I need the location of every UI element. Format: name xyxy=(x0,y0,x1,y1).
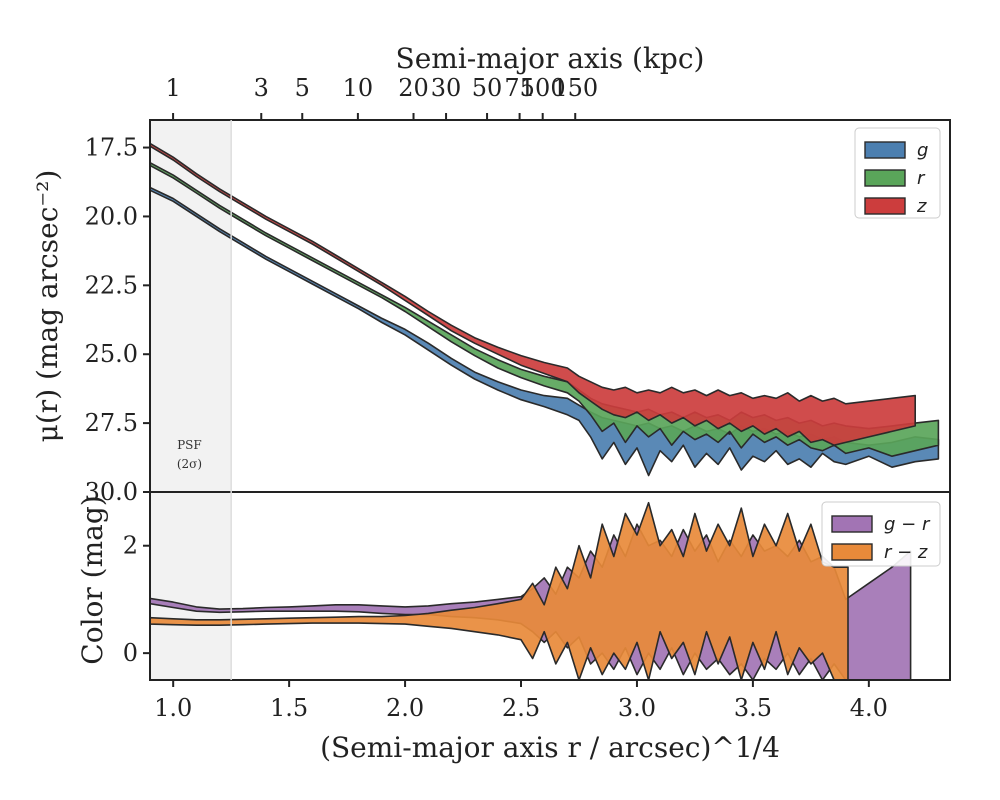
y-tick-label: 20.0 xyxy=(85,202,138,230)
legend-label: r xyxy=(917,168,926,189)
y-axis-title: μ(r) (mag arcsec⁻²) xyxy=(31,170,64,443)
top-x-tick-label: 30 xyxy=(431,74,462,102)
top-x-tick-label: 10 xyxy=(343,74,374,102)
y-tick-label: 30.0 xyxy=(85,478,138,506)
x-tick-label: 2.0 xyxy=(386,694,424,722)
y-tick-label: 25.0 xyxy=(85,340,138,368)
x-axis-title: (Semi-major axis r / arcsec)^1/4 xyxy=(320,731,780,764)
legend-label: z xyxy=(916,196,927,217)
surface-brightness-panel: PSF (2σ) 17.5 20.0 22.5 25.0 27.5 30.0 μ(r) (mag… xyxy=(31,119,951,506)
legend-swatch xyxy=(831,543,873,561)
top-x-tick-label: 75 xyxy=(504,74,535,102)
psf-region-color xyxy=(150,492,232,680)
color-y-tick-label: 0 xyxy=(123,639,138,667)
legend-colors: g − r r − z xyxy=(821,501,941,567)
top-plot-area xyxy=(150,120,940,492)
legend-swatch xyxy=(864,169,906,187)
bottom-plot-area xyxy=(150,492,912,680)
y-tick-label: 17.5 xyxy=(85,134,138,162)
top-x-tick-label: 20 xyxy=(398,74,429,102)
legend-swatch xyxy=(831,515,873,533)
psf-region xyxy=(150,120,232,492)
legend-swatch xyxy=(864,197,906,215)
psf-label: PSF xyxy=(177,438,202,452)
psf-label-sigma: (2σ) xyxy=(177,457,202,471)
top-x-tick-label: 1 xyxy=(165,74,180,102)
legend-bands: grz xyxy=(854,127,941,219)
top-x-tick-label: 100 xyxy=(520,74,566,102)
x-tick-label: 3.5 xyxy=(734,694,772,722)
legend-swatch xyxy=(864,141,906,159)
legend-label: g − r xyxy=(884,514,931,535)
top-x-tick-label: 3 xyxy=(254,74,269,102)
bottom-frame xyxy=(149,491,951,681)
x-tick-label: 4.0 xyxy=(850,694,888,722)
shared-axes: 1.0 1.5 2.0 2.5 3.0 3.5 4.0 1 3 5 10 20 30 50 75100150… xyxy=(154,42,888,764)
top-x-tick-label: 50 xyxy=(472,74,503,102)
top-x-axis-title: Semi-major axis (kpc) xyxy=(396,42,705,75)
band-z xyxy=(150,142,916,446)
x-tick-label: 1.0 xyxy=(154,694,192,722)
band-rz xyxy=(150,501,849,680)
color-panel: 0 2 Color (mag) g − r r − z xyxy=(76,491,951,681)
x-tick-label: 1.5 xyxy=(270,694,308,722)
top-x-tick-label: 150 xyxy=(552,74,598,102)
top-x-tick-label: 5 xyxy=(295,74,310,102)
y-tick-label: 22.5 xyxy=(85,271,138,299)
y-tick-label: 27.5 xyxy=(85,409,138,437)
x-tick-label: 2.5 xyxy=(502,694,540,722)
color-y-tick-label: 2 xyxy=(123,532,138,560)
x-tick-label: 3.0 xyxy=(618,694,656,722)
color-y-axis-title: Color (mag) xyxy=(76,495,109,664)
legend-label: g xyxy=(917,140,928,161)
band-r xyxy=(150,161,940,457)
legend-label: r − z xyxy=(884,542,928,563)
